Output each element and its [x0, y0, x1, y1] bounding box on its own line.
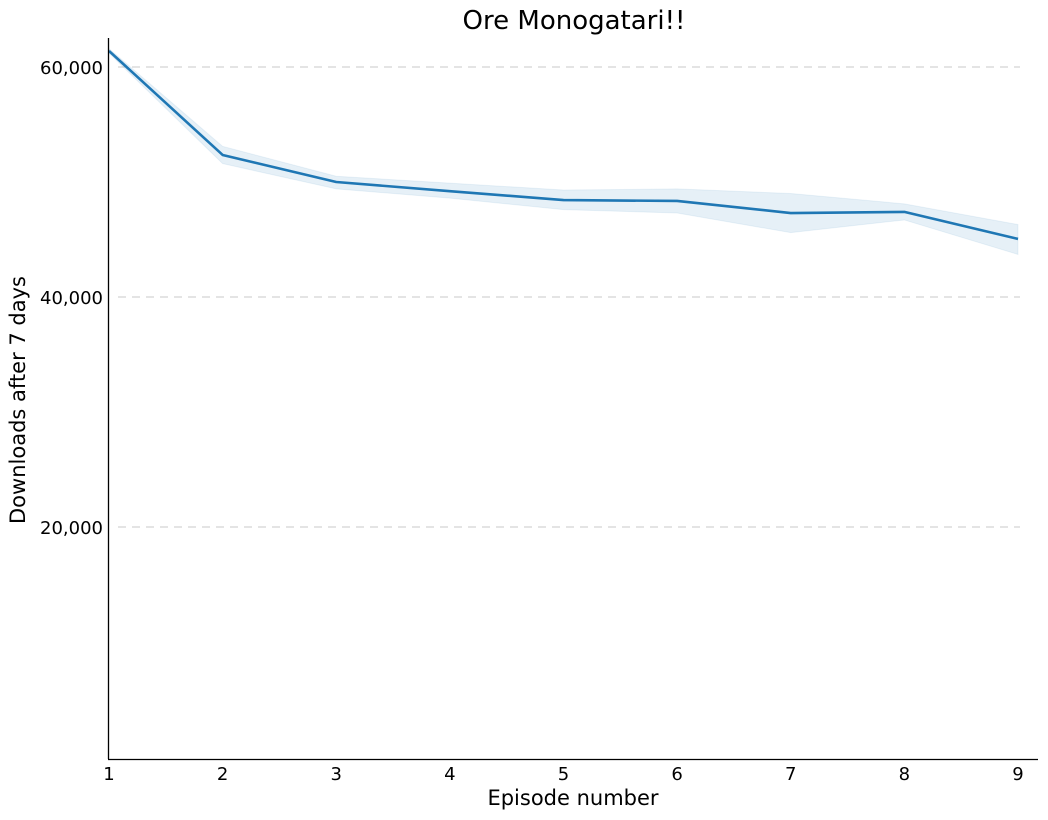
- x-tick-label: 4: [444, 764, 455, 785]
- x-tick-label: 1: [103, 764, 114, 785]
- confidence-band: [108, 47, 1019, 256]
- x-tick-label: 6: [671, 764, 682, 785]
- x-tick-label: 5: [558, 764, 569, 785]
- data-line: [108, 49, 1019, 241]
- x-tick-label: 9: [1012, 764, 1023, 785]
- y-tick-label: 20,000: [40, 518, 103, 539]
- y-tick-label: 40,000: [40, 288, 103, 309]
- x-tick-label: 7: [785, 764, 796, 785]
- x-tick-label: 3: [331, 764, 342, 785]
- x-tick-label: 8: [899, 764, 910, 785]
- y-tick-labels: 20,000 40,000 60,000: [40, 58, 103, 539]
- x-axis-label: Episode number: [487, 786, 659, 810]
- x-tick-labels: 1 2 3 4 5 6 7 8 9: [103, 764, 1023, 785]
- gridlines: [118, 66, 1020, 528]
- x-tick-label: 2: [217, 764, 228, 785]
- chart-title: Ore Monogatari!!: [462, 6, 686, 36]
- y-tick-label: 60,000: [40, 58, 103, 79]
